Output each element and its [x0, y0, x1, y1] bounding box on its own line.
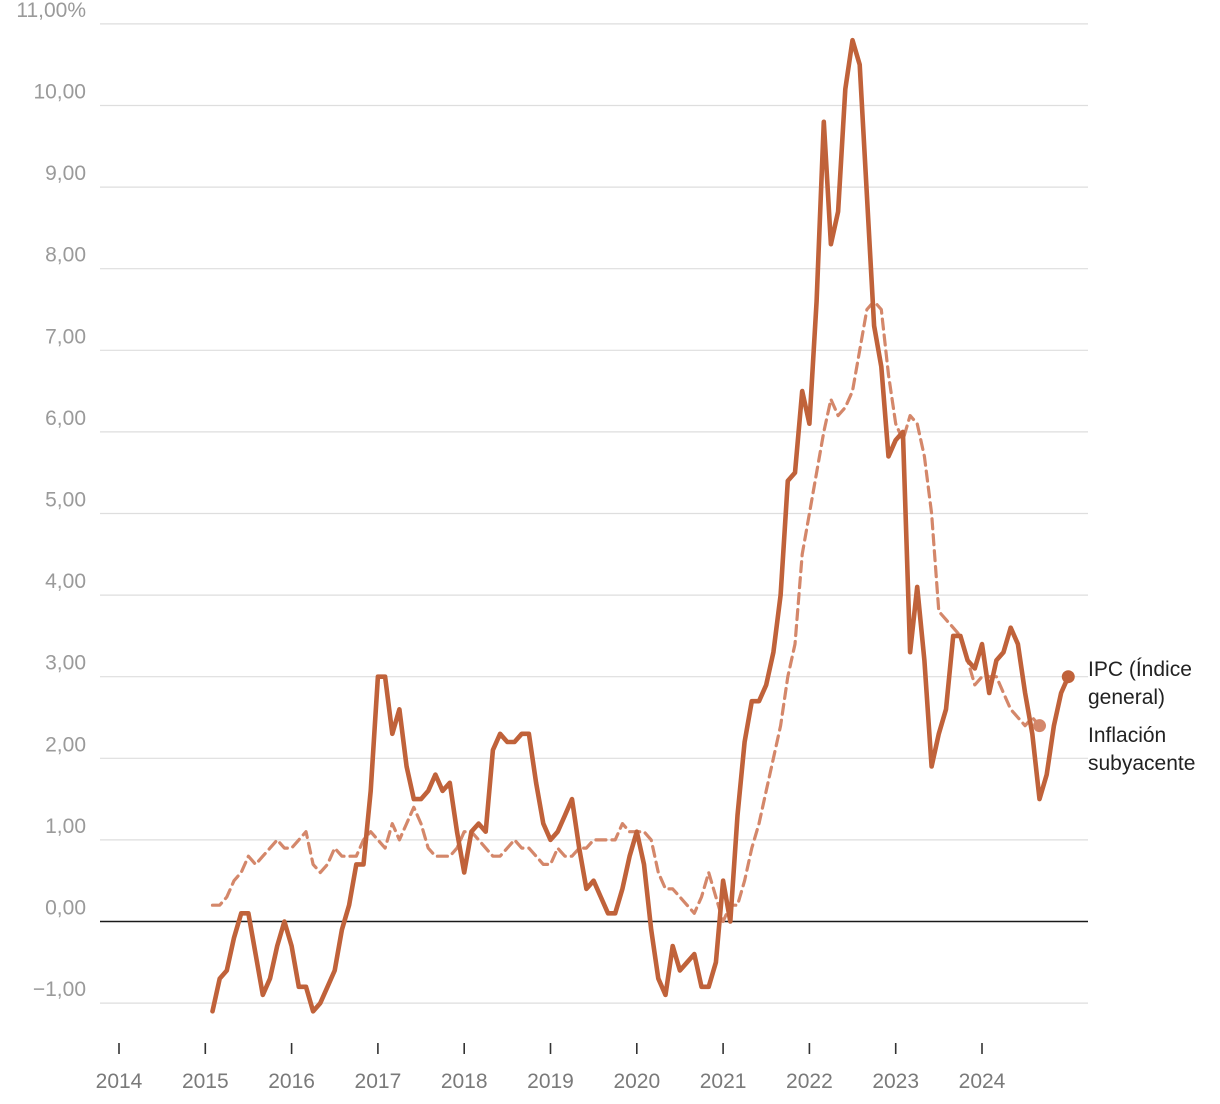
y-tick-label: −1,00	[33, 978, 86, 1001]
series-line-ipc	[210, 37, 1071, 1014]
x-tick-label: 2023	[872, 1070, 919, 1093]
y-axis-tick-labels: 11,00% 10,00 9,00 8,00 7,00 6,00 5,00 4,00 3,00 2…	[16, 0, 86, 1001]
x-axis: 2014 2015 2016 2017 2018 2019 2020 2021 2022 2023…	[96, 1043, 1006, 1093]
series-lines	[210, 37, 1071, 1014]
y-tick-label: 1,00	[45, 815, 86, 838]
x-tick-label: 2018	[441, 1070, 488, 1093]
y-tick-label: 7,00	[45, 325, 86, 348]
y-tick-label: 8,00	[45, 244, 86, 267]
x-tick-label: 2015	[182, 1070, 229, 1093]
y-tick-label: 10,00	[33, 81, 86, 104]
x-tick-label: 2016	[268, 1070, 315, 1093]
y-tick-label: 0,00	[45, 897, 86, 920]
x-tick-label: 2019	[527, 1070, 574, 1093]
x-tick-label: 2014	[96, 1070, 143, 1093]
series-label-ipc: IPC (Índice	[1088, 658, 1192, 681]
x-tick-label: 2017	[355, 1070, 402, 1093]
y-tick-label: 11,00%	[16, 0, 86, 22]
y-gridlines	[100, 23, 1088, 1004]
x-tick-label: 2022	[786, 1070, 833, 1093]
y-tick-label: 5,00	[45, 489, 86, 512]
x-tick-label: 2021	[700, 1070, 747, 1093]
end-dot-inflacion-subyacente	[1033, 719, 1047, 733]
y-tick-label: 4,00	[45, 570, 86, 593]
y-tick-label: 9,00	[45, 162, 86, 185]
series-label-inflacion-subyacente: subyacente	[1088, 752, 1195, 775]
series-label-inflacion-subyacente: Inflación	[1088, 724, 1166, 747]
end-dot-ipc	[1061, 670, 1075, 684]
x-tick-label: 2020	[613, 1070, 660, 1093]
x-tick-label: 2024	[959, 1070, 1006, 1093]
y-tick-label: 6,00	[45, 407, 86, 430]
y-tick-label: 2,00	[45, 733, 86, 756]
end-labels: IPC (Índice general) Inflación subyacente	[1033, 658, 1195, 775]
series-label-ipc: general)	[1088, 686, 1165, 709]
y-tick-label: 3,00	[45, 652, 86, 675]
